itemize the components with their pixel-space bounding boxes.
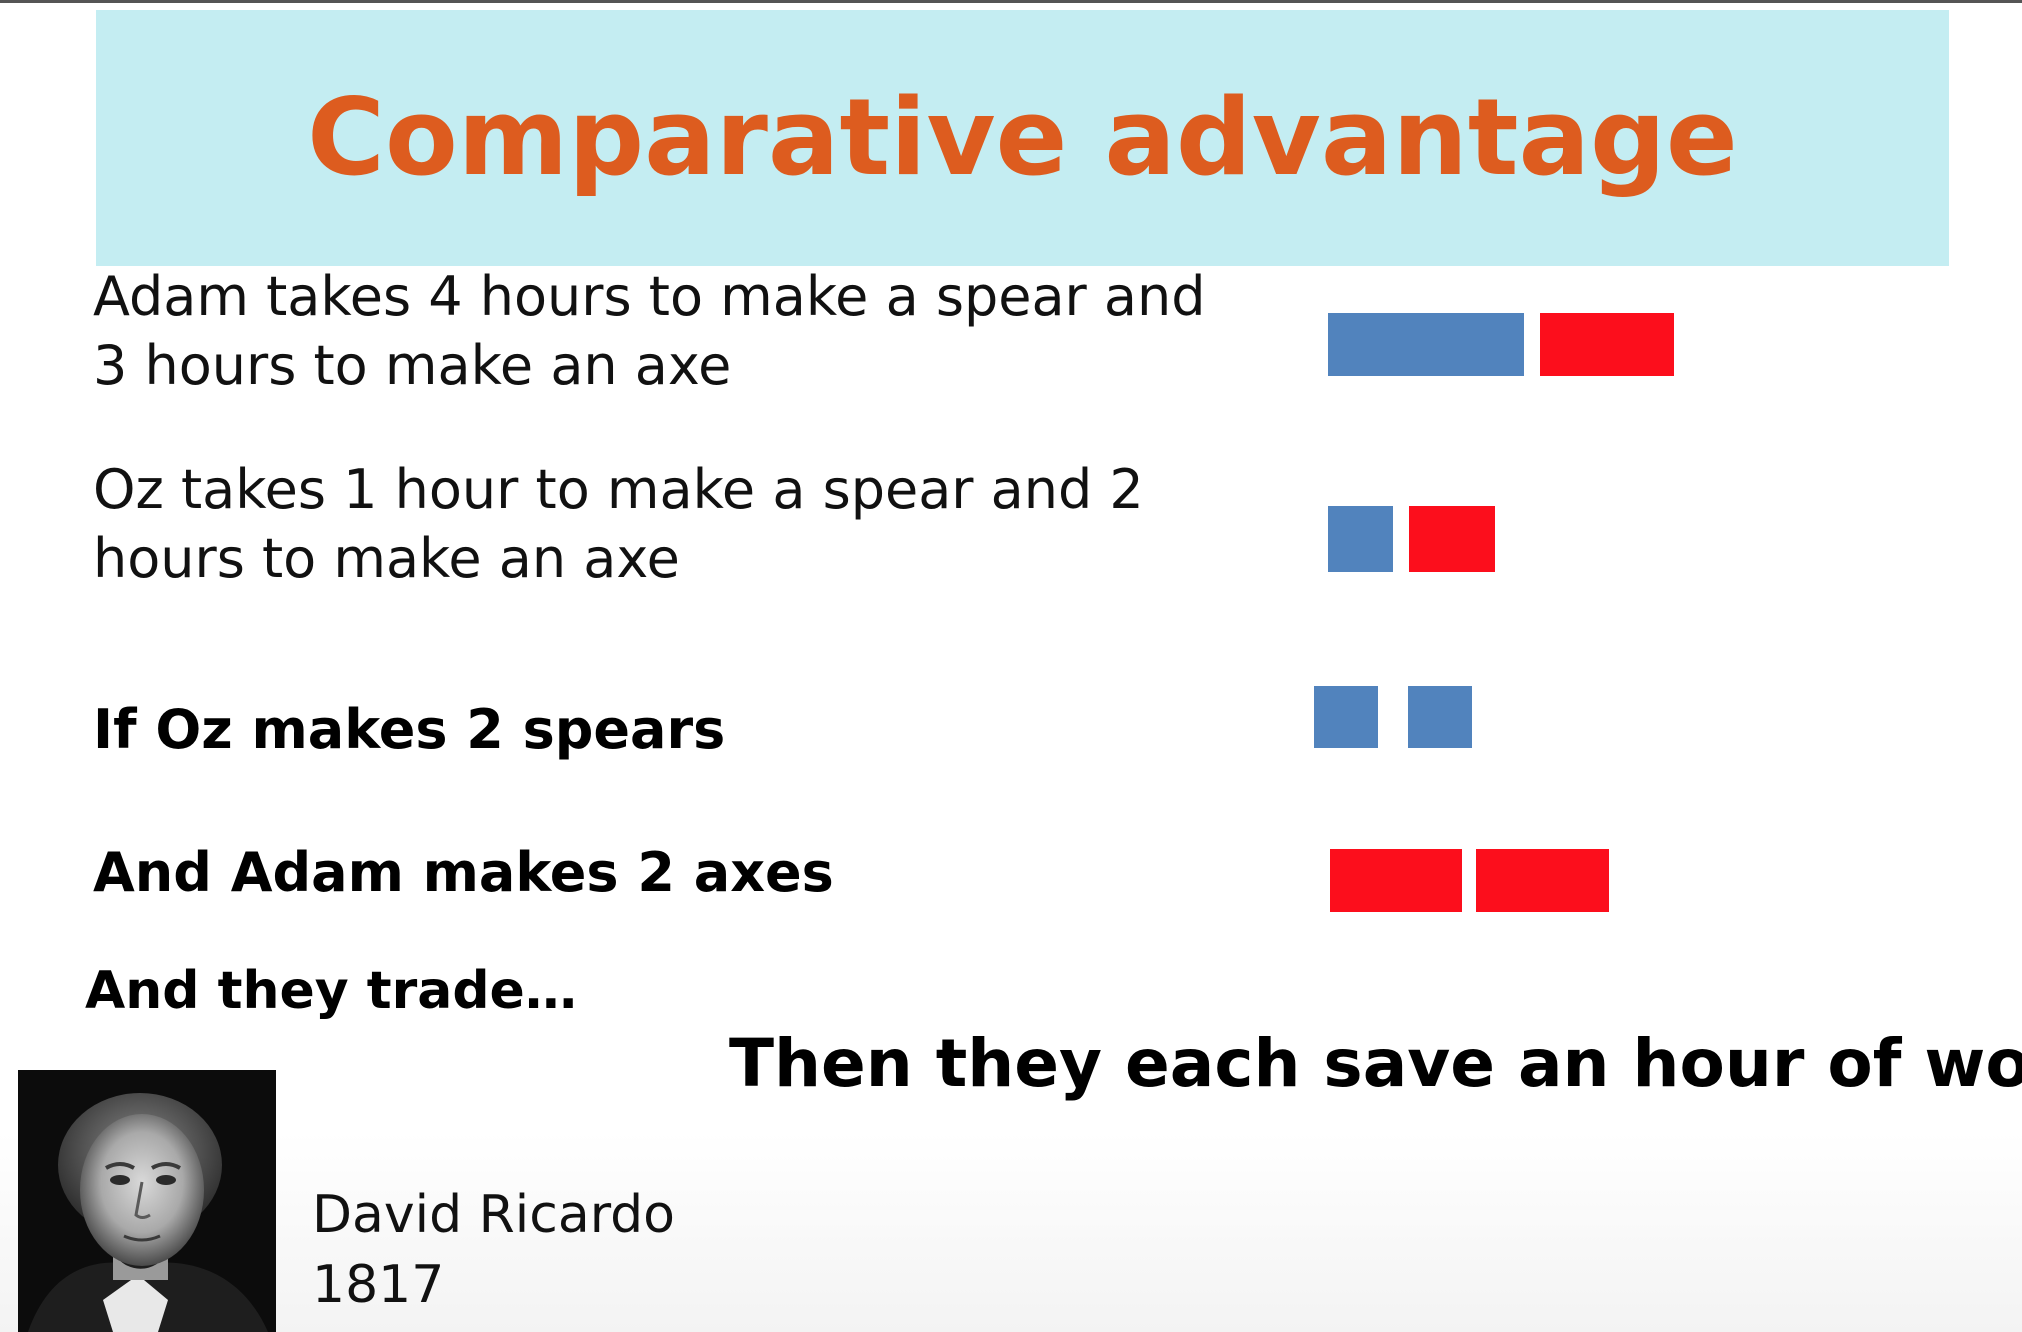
title-band <box>96 10 1949 266</box>
slide-title: Comparative advantage <box>307 76 1738 199</box>
adam-makes-axes-line: And Adam makes 2 axes <box>93 841 834 904</box>
adam-axe-block-2 <box>1476 849 1609 912</box>
statement-adam-line1: Adam takes 4 hours to make a spear and <box>93 265 1206 328</box>
oz-spear-block <box>1328 506 1393 572</box>
caption-year: 1817 <box>312 1255 445 1315</box>
statement-oz-line2: hours to make an axe <box>93 527 680 590</box>
oz-makes-spears-line: If Oz makes 2 spears <box>93 698 726 761</box>
caption-name: David Ricardo <box>312 1185 675 1245</box>
adam-axe-block <box>1540 313 1674 376</box>
statement-adam-line2: 3 hours to make an axe <box>93 334 732 397</box>
statement-adam: Adam takes 4 hours to make a spear and 3… <box>93 262 1206 400</box>
oz-spear-block-2 <box>1408 686 1472 748</box>
oz-axe-block <box>1409 506 1495 572</box>
top-border <box>0 0 2022 3</box>
adam-axe-block-1 <box>1330 849 1462 912</box>
trade-line: And they trade… <box>85 961 577 1021</box>
statement-oz-line1: Oz takes 1 hour to make a spear and 2 <box>93 458 1144 521</box>
statement-oz: Oz takes 1 hour to make a spear and 2 ho… <box>93 455 1144 593</box>
caption: David Ricardo 1817 <box>312 1180 675 1320</box>
conclusion-line: Then they each save an hour of work <box>729 1025 2022 1102</box>
portrait-image <box>18 1070 276 1332</box>
david-ricardo-portrait <box>18 1070 276 1332</box>
adam-spear-block <box>1328 313 1524 376</box>
oz-spear-block-1 <box>1314 686 1378 748</box>
